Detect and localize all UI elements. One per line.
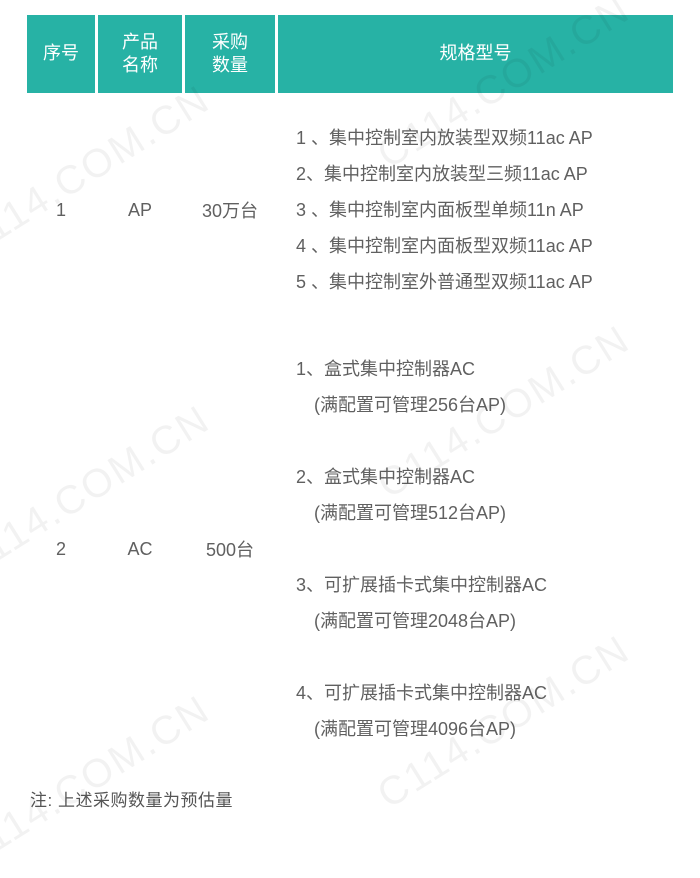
th-qty: 采购数量 (185, 15, 275, 93)
th-name: 产品名称 (98, 15, 182, 93)
procurement-table: 序号 产品名称 采购数量 规格型号 1 AP 30万台 1 、集中控制室内放装型… (24, 12, 676, 774)
cell-qty: 500台 (185, 327, 275, 771)
table-row: 1 AP 30万台 1 、集中控制室内放装型双频11ac AP2、集中控制室内放… (27, 96, 673, 324)
cell-name: AC (98, 327, 182, 771)
footnote: 注: 上述采购数量为预估量 (30, 786, 676, 811)
table-body: 1 AP 30万台 1 、集中控制室内放装型双频11ac AP2、集中控制室内放… (27, 96, 673, 771)
table-header: 序号 产品名称 采购数量 规格型号 (27, 15, 673, 93)
cell-idx: 1 (27, 96, 95, 324)
table-row: 2 AC 500台 1、盒式集中控制器AC (满配置可管理256台AP) 2、盒… (27, 327, 673, 771)
cell-spec: 1、盒式集中控制器AC (满配置可管理256台AP) 2、盒式集中控制器AC (… (278, 327, 673, 771)
page-root: 序号 产品名称 采购数量 规格型号 1 AP 30万台 1 、集中控制室内放装型… (0, 0, 700, 824)
th-spec: 规格型号 (278, 15, 673, 93)
cell-spec: 1 、集中控制室内放装型双频11ac AP2、集中控制室内放装型三频11ac A… (278, 96, 673, 324)
cell-qty: 30万台 (185, 96, 275, 324)
cell-name: AP (98, 96, 182, 324)
cell-idx: 2 (27, 327, 95, 771)
th-idx: 序号 (27, 15, 95, 93)
